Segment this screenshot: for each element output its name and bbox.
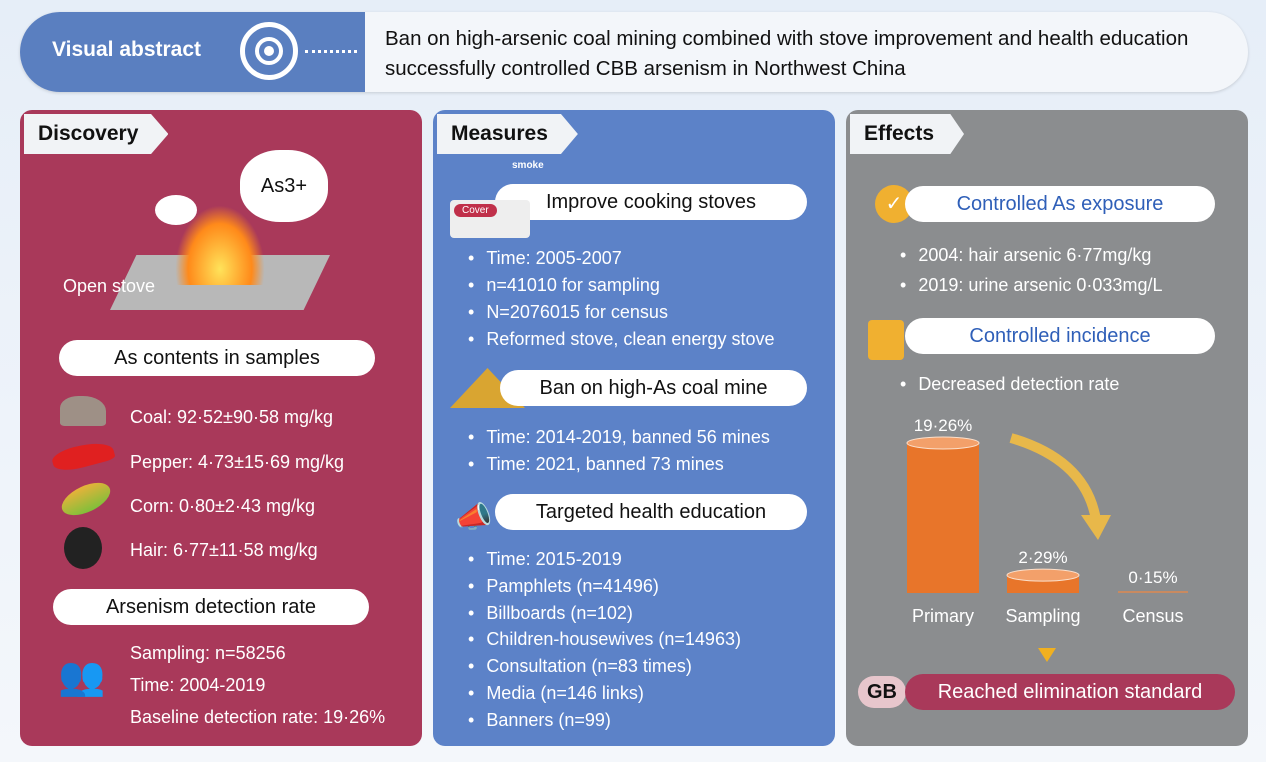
bar-census — [1118, 591, 1188, 593]
hair-head-icon — [64, 527, 102, 569]
education-item: Pamphlets (n=41496) — [468, 576, 659, 597]
education-title: Targeted health education — [495, 494, 807, 530]
education-item: Children-housewives (n=14963) — [468, 629, 741, 650]
trend-arrowhead — [1081, 515, 1111, 540]
visual-abstract-label: Visual abstract — [52, 38, 202, 61]
gb-standard-badge: GB — [858, 676, 906, 708]
incidence-title: Controlled incidence — [905, 318, 1215, 354]
people-icon: 👥 — [58, 656, 106, 698]
coal-icon — [60, 396, 106, 426]
arsenic-cloud: As3+ — [240, 150, 328, 222]
ban-item: Time: 2021, banned 73 mines — [468, 454, 723, 475]
education-item: Media (n=146 links) — [468, 683, 644, 704]
sample-coal: Coal: 92·52±90·58 mg/kg — [130, 407, 333, 427]
sample-corn: Corn: 0·80±2·43 mg/kg — [130, 496, 315, 516]
category-label: Primary — [912, 606, 974, 626]
elimination-result: Reached elimination standard — [905, 674, 1235, 710]
measures-tag: Measures — [437, 114, 578, 154]
stove-cover-icon: Cover — [450, 200, 530, 238]
cover-label: Cover — [454, 204, 497, 217]
exposure-item: 2004: hair arsenic 6·77mg/kg — [900, 245, 1151, 266]
exposure-item: 2019: urine arsenic 0·033mg/L — [900, 275, 1162, 296]
target-icon — [240, 22, 298, 80]
stoves-item: n=41010 for sampling — [468, 275, 660, 296]
sample-hair: Hair: 6·77±11·58 mg/kg — [130, 540, 318, 560]
stoves-item: Reformed stove, clean energy stove — [468, 329, 774, 350]
stoves-item: N=2076015 for census — [468, 302, 668, 323]
bar-top — [1006, 568, 1080, 582]
detection-sampling: Sampling: n=58256 — [130, 643, 286, 663]
detection-title: Arsenism detection rate — [53, 589, 369, 625]
ban-item: Time: 2014-2019, banned 56 mines — [468, 427, 770, 448]
education-item: Time: 2015-2019 — [468, 549, 621, 570]
medical-record-icon — [868, 320, 904, 360]
effects-tag: Effects — [850, 114, 965, 154]
down-arrow-icon — [1038, 648, 1056, 662]
education-item: Banners (n=99) — [468, 710, 611, 731]
incidence-item: Decreased detection rate — [900, 374, 1119, 395]
bar-primary — [907, 443, 979, 593]
exposure-title: Controlled As exposure — [905, 186, 1215, 222]
smoke-label: smoke — [512, 160, 544, 171]
smoke-cloud-icon — [155, 195, 197, 225]
abstract-title: Ban on high-arsenic coal mining combined… — [385, 27, 1189, 80]
discovery-tag: Discovery — [24, 114, 169, 154]
bar-value-label: 19·26% — [914, 416, 973, 435]
megaphone-icon: 📣 — [455, 501, 493, 534]
education-item: Consultation (n=83 times) — [468, 656, 692, 677]
samples-title: As contents in samples — [59, 340, 375, 376]
bar-value-label: 2·29% — [1018, 548, 1067, 567]
dotted-connector — [305, 50, 357, 53]
arsenic-ion: As3+ — [260, 175, 308, 197]
detection-rate-chart: 19·26% Primary 2·29% Sampling 0·15% Census — [906, 416, 1188, 626]
sample-pepper: Pepper: 4·73±15·69 mg/kg — [130, 452, 345, 472]
detection-time: Time: 2004-2019 — [130, 675, 266, 695]
bar-value-label: 0·15% — [1128, 568, 1177, 587]
ban-title: Ban on high-As coal mine — [500, 370, 807, 406]
category-label: Census — [1122, 606, 1183, 626]
trend-arrow — [1009, 433, 1101, 521]
stoves-item: Time: 2005-2007 — [468, 248, 621, 269]
bar-top — [906, 436, 980, 450]
category-label: Sampling — [1005, 606, 1080, 626]
education-item: Billboards (n=102) — [468, 603, 633, 624]
detection-baseline: Baseline detection rate: 19·26% — [130, 707, 386, 727]
stoves-title: Improve cooking stoves — [495, 184, 807, 220]
open-stove-label: Open stove — [63, 276, 156, 296]
